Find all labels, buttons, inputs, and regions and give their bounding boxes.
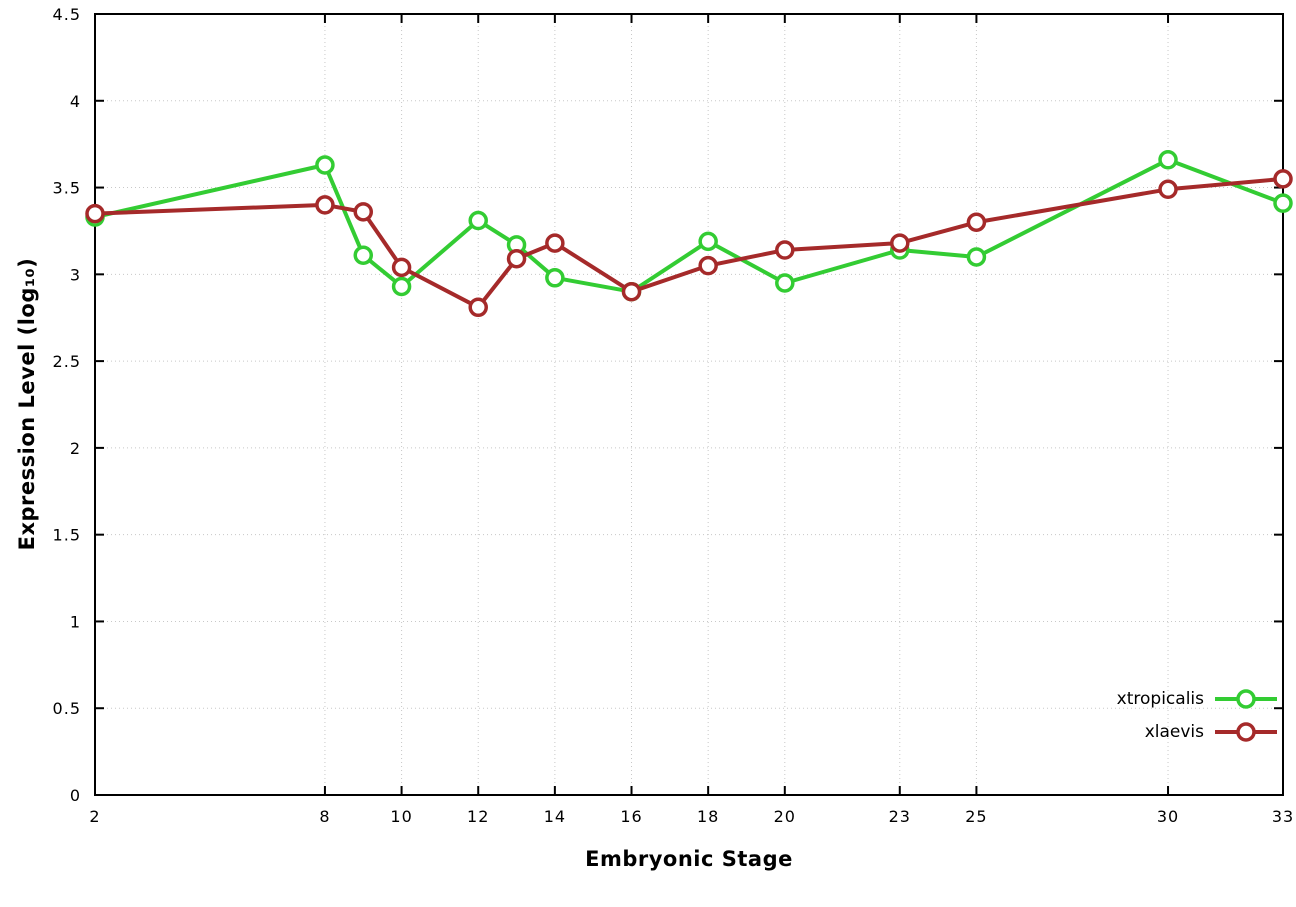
x-tick-label: 2 (89, 807, 100, 826)
legend-label: xlaevis (1144, 722, 1204, 742)
legend: xtropicalis xlaevis (1117, 686, 1278, 745)
y-tick-label: 1 (70, 612, 81, 631)
data-point (545, 233, 565, 253)
x-tick-label: 20 (774, 807, 796, 826)
data-point (391, 276, 412, 297)
tick-labels: 2 8 10 12 14 16 18 20 23 25 30 33 0 0.5 1 1.5 2 2.5 3 3.5 4 4… (53, 5, 1294, 826)
y-tick-label: 2 (70, 439, 81, 458)
data-point (890, 233, 910, 253)
y-tick-label: 4.5 (53, 5, 81, 24)
y-tick-label: 3 (70, 265, 81, 284)
data-point (621, 281, 642, 302)
y-tick-label: 4 (70, 92, 81, 111)
x-tick-label: 30 (1157, 807, 1179, 826)
data-point (698, 255, 718, 276)
legend-row: xlaevis (1145, 719, 1278, 745)
series-xtropicalis (85, 150, 1293, 302)
data-point (315, 155, 335, 175)
y-tick-label: 0.5 (53, 699, 81, 718)
series-line (93, 176, 1285, 310)
legend-row: xtropicalis (1117, 686, 1278, 712)
data-point (391, 257, 412, 278)
x-tick-label: 8 (319, 807, 330, 826)
x-tick-label: 14 (544, 807, 566, 826)
gridlines (94, 13, 1284, 796)
data-point (315, 195, 335, 215)
x-tick-label: 10 (390, 807, 412, 826)
y-axis-label: Expression Level (log₁₀) (15, 257, 39, 551)
data-point (545, 268, 565, 288)
x-tick-label: 12 (467, 807, 489, 826)
data-point (468, 297, 488, 318)
data-point (966, 247, 987, 267)
data-point (1158, 150, 1178, 170)
data-point (1158, 179, 1178, 200)
legend-marker-sample (1215, 689, 1277, 709)
data-point (775, 273, 795, 293)
y-tick-label: 3.5 (53, 179, 81, 198)
data-point (698, 231, 718, 252)
data-point (468, 210, 488, 231)
y-tick-label: 2.5 (53, 352, 81, 371)
series-xlaevis (85, 169, 1293, 318)
y-tick-label: 0 (70, 786, 81, 805)
x-tick-label: 23 (889, 807, 911, 826)
y-tick-label: 1.5 (53, 526, 81, 545)
x-axis-label: Embryonic Stage (585, 847, 793, 871)
tick-marks (94, 13, 1284, 796)
plot-border (94, 13, 1284, 796)
data-point (353, 202, 374, 222)
data-point (1273, 169, 1293, 189)
data-point (85, 203, 105, 224)
data-point (775, 240, 795, 260)
data-point (1273, 193, 1293, 213)
data-point (506, 248, 527, 269)
legend-label: xtropicalis (1116, 689, 1204, 709)
x-tick-label: 18 (697, 807, 719, 826)
x-tick-label: 33 (1272, 807, 1294, 826)
data-point (966, 212, 987, 233)
x-tick-label: 25 (965, 807, 987, 826)
legend-marker-sample (1215, 722, 1277, 742)
data-point (353, 245, 374, 265)
x-tick-label: 16 (620, 807, 642, 826)
